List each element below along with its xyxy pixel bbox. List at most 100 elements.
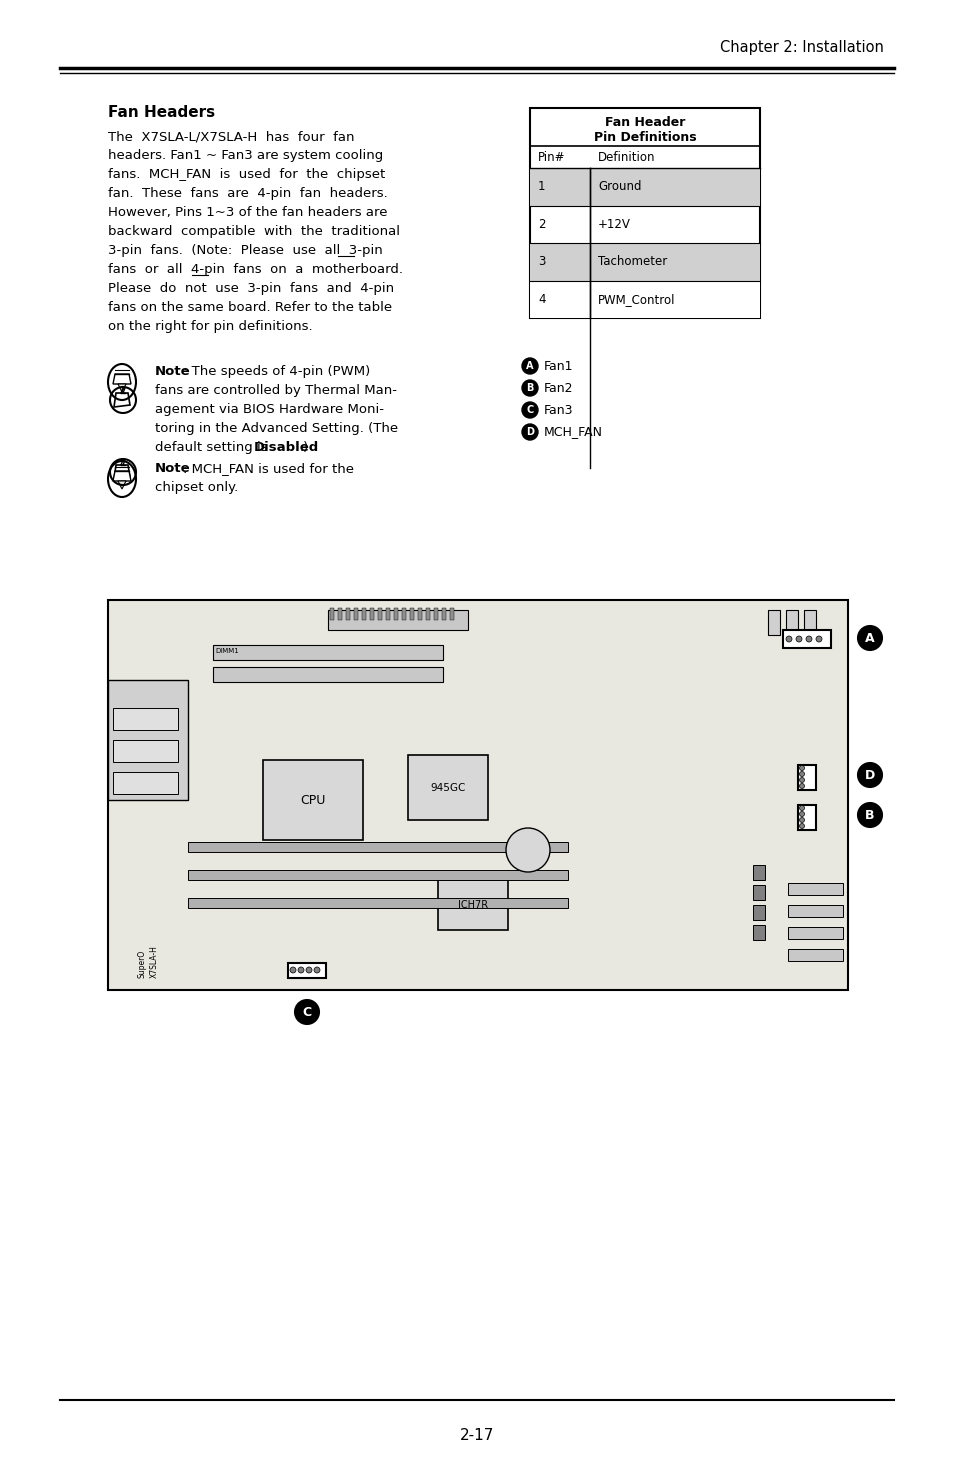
Text: Fan2: Fan2 — [543, 382, 573, 395]
Bar — [803, 609, 815, 636]
Bar — [346, 608, 350, 620]
Circle shape — [785, 636, 791, 642]
Bar — [213, 666, 442, 682]
Bar — [377, 608, 381, 620]
Bar — [188, 870, 567, 881]
Bar — [450, 608, 454, 620]
Circle shape — [505, 828, 550, 872]
Text: Fan Header: Fan Header — [604, 115, 684, 128]
Circle shape — [805, 636, 811, 642]
Bar — [370, 608, 374, 620]
Bar — [408, 755, 488, 819]
Polygon shape — [118, 481, 126, 488]
Bar — [112, 709, 178, 730]
Bar — [530, 243, 760, 280]
Bar — [426, 608, 430, 620]
Circle shape — [314, 967, 319, 972]
Text: fan.  These  fans  are  4-pin  fan  headers.: fan. These fans are 4-pin fan headers. — [108, 187, 387, 200]
Text: 2: 2 — [537, 217, 545, 230]
Text: C: C — [526, 405, 533, 416]
Circle shape — [799, 771, 803, 777]
Circle shape — [799, 818, 803, 822]
Circle shape — [521, 359, 537, 375]
Bar — [410, 608, 414, 620]
Bar — [787, 927, 842, 939]
Text: Fan Headers: Fan Headers — [108, 105, 214, 120]
Text: Note: Note — [154, 364, 191, 378]
Text: backward  compatible  with  the  traditional: backward compatible with the traditional — [108, 225, 399, 238]
Bar — [797, 765, 815, 790]
Bar — [354, 608, 357, 620]
Text: 4: 4 — [537, 293, 545, 306]
Circle shape — [815, 636, 821, 642]
Bar — [401, 608, 406, 620]
Text: Ground: Ground — [598, 181, 640, 194]
Text: toring in the Advanced Setting. (The: toring in the Advanced Setting. (The — [154, 421, 397, 434]
Circle shape — [290, 967, 295, 972]
Bar — [434, 608, 437, 620]
Bar — [288, 962, 326, 978]
Bar — [417, 608, 421, 620]
Bar — [213, 644, 442, 660]
Circle shape — [521, 402, 537, 418]
Bar — [108, 601, 847, 990]
Circle shape — [799, 824, 803, 828]
Bar — [188, 898, 567, 908]
Text: 1: 1 — [537, 181, 545, 194]
Text: Disabled: Disabled — [253, 440, 318, 453]
Text: D: D — [525, 427, 534, 437]
Bar — [752, 924, 764, 940]
Circle shape — [857, 625, 882, 650]
Text: DIMM1: DIMM1 — [214, 647, 238, 655]
Circle shape — [799, 765, 803, 770]
Bar — [787, 949, 842, 961]
Bar — [752, 865, 764, 881]
Text: headers. Fan1 ~ Fan3 are system cooling: headers. Fan1 ~ Fan3 are system cooling — [108, 149, 383, 162]
Bar — [386, 608, 390, 620]
Polygon shape — [112, 471, 131, 481]
Text: B: B — [526, 383, 533, 394]
Bar — [394, 608, 397, 620]
Text: 3-pin  fans.  (Note:  Please  use  all  3-pin: 3-pin fans. (Note: Please use all 3-pin — [108, 243, 382, 257]
Bar — [530, 108, 760, 318]
Text: A: A — [526, 362, 533, 370]
Text: Tachometer: Tachometer — [598, 255, 666, 268]
Circle shape — [799, 777, 803, 783]
Bar — [188, 843, 567, 851]
Text: Please  do  not  use  3-pin  fans  and  4-pin: Please do not use 3-pin fans and 4-pin — [108, 281, 394, 295]
Bar — [752, 885, 764, 900]
Circle shape — [857, 763, 882, 787]
Text: 2-17: 2-17 — [459, 1427, 494, 1442]
Text: fans.  MCH_FAN  is  used  for  the  chipset: fans. MCH_FAN is used for the chipset — [108, 168, 385, 181]
Text: PWM_Control: PWM_Control — [598, 293, 675, 306]
Circle shape — [857, 803, 882, 827]
Text: The  X7SLA-L/X7SLA-H  has  four  fan: The X7SLA-L/X7SLA-H has four fan — [108, 130, 355, 143]
Text: 945GC: 945GC — [430, 783, 465, 793]
Bar — [785, 609, 797, 636]
Bar — [530, 168, 760, 206]
Text: fans on the same board. Refer to the table: fans on the same board. Refer to the tab… — [108, 300, 392, 313]
Bar — [530, 280, 760, 318]
Circle shape — [799, 812, 803, 816]
Text: Chapter 2: Installation: Chapter 2: Installation — [720, 39, 883, 55]
Bar — [787, 905, 842, 917]
Bar — [108, 679, 188, 800]
Bar — [112, 771, 178, 795]
Text: : The speeds of 4-pin (PWM): : The speeds of 4-pin (PWM) — [183, 364, 370, 378]
Polygon shape — [118, 383, 126, 392]
Text: ICH7R: ICH7R — [457, 900, 488, 910]
Bar — [263, 760, 363, 840]
Circle shape — [306, 967, 312, 972]
Bar — [782, 630, 830, 647]
Text: Fan3: Fan3 — [543, 404, 573, 417]
Circle shape — [521, 381, 537, 397]
Text: B: B — [864, 809, 874, 821]
Text: CPU: CPU — [300, 793, 325, 806]
Text: chipset only.: chipset only. — [154, 481, 238, 494]
Text: MCH_FAN: MCH_FAN — [543, 426, 602, 439]
Text: Pin#: Pin# — [537, 150, 565, 163]
Bar — [361, 608, 366, 620]
Text: X7SLA-H: X7SLA-H — [150, 945, 159, 978]
Text: D: D — [864, 768, 874, 781]
Text: .): .) — [299, 440, 309, 453]
